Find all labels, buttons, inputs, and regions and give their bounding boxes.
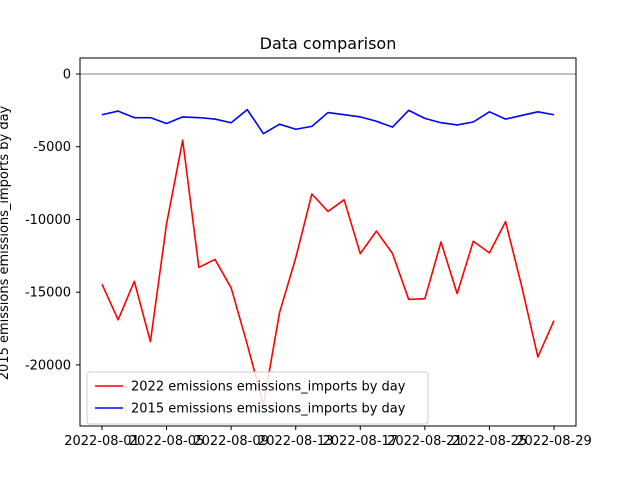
x-tick-label: 2022-08-21 bbox=[387, 434, 463, 449]
x-tick-label: 2022-08-17 bbox=[323, 434, 399, 449]
y-tick-label: -20000 bbox=[25, 358, 71, 373]
y-tick-label: 0 bbox=[63, 68, 71, 83]
plot-area: 0-5000-10000-15000-200002022-08-012022-0… bbox=[25, 57, 592, 449]
x-tick-label: 2022-08-25 bbox=[452, 434, 528, 449]
x-tick-label: 2022-08-05 bbox=[129, 434, 205, 449]
legend-box bbox=[86, 371, 429, 425]
legend: 2022 emissions emissions_imports by day 2… bbox=[86, 371, 429, 425]
x-tick-label: 2022-08-29 bbox=[516, 434, 592, 449]
legend-label: 2015 emissions emissions_imports by day bbox=[131, 402, 406, 417]
y-tick-label: -10000 bbox=[25, 213, 71, 228]
x-tick-label: 2022-08-13 bbox=[258, 434, 334, 449]
chart-title: Data comparison bbox=[260, 34, 397, 53]
legend-label: 2022 emissions emissions_imports by day bbox=[131, 380, 406, 395]
plot-frame bbox=[79, 57, 577, 427]
x-tick-label: 2022-08-01 bbox=[64, 434, 140, 449]
x-tick-label: 2022-08-09 bbox=[193, 434, 269, 449]
y-tick-label: -5000 bbox=[33, 140, 71, 155]
series-line-0 bbox=[101, 139, 555, 406]
y-tick-label: -15000 bbox=[25, 286, 71, 301]
y-axis-label: 2015 emissions emissions_imports by day bbox=[0, 105, 12, 380]
series-line-1 bbox=[101, 108, 555, 135]
